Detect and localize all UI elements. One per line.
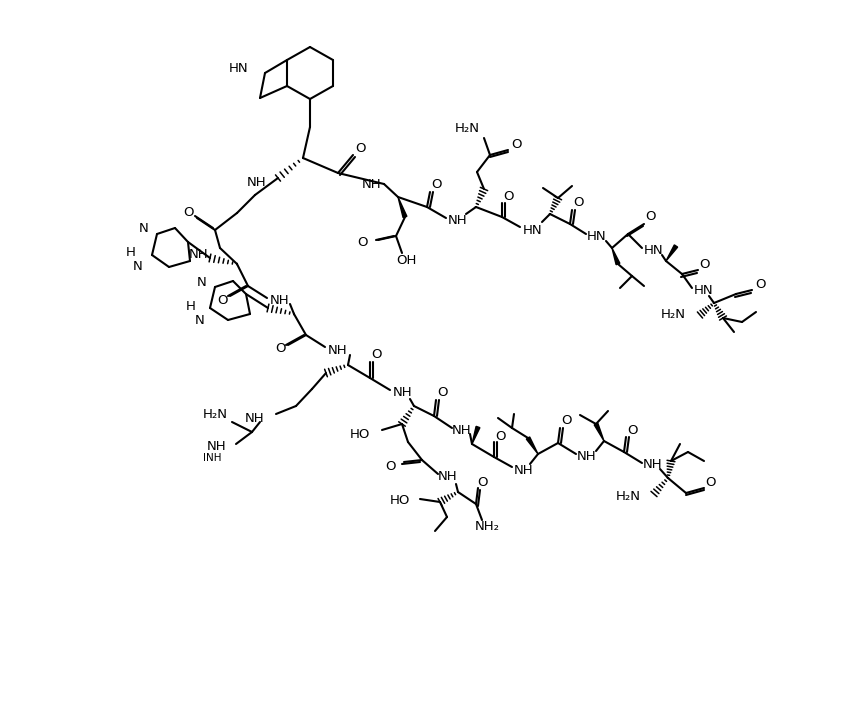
- Text: O: O: [705, 475, 715, 488]
- Text: O: O: [371, 349, 381, 362]
- Text: NH: NH: [438, 470, 458, 483]
- Polygon shape: [526, 437, 538, 454]
- Text: NH: NH: [643, 459, 663, 472]
- Text: O: O: [511, 138, 521, 151]
- Text: O: O: [436, 387, 448, 400]
- Text: NH: NH: [393, 387, 413, 400]
- Text: N: N: [194, 314, 204, 326]
- Text: INH: INH: [204, 453, 222, 463]
- Text: NH: NH: [245, 411, 264, 424]
- Text: HN: HN: [694, 285, 714, 298]
- Text: HO: HO: [350, 427, 370, 440]
- Polygon shape: [666, 245, 677, 261]
- Polygon shape: [612, 248, 619, 265]
- Text: H: H: [186, 299, 196, 312]
- Text: O: O: [184, 205, 194, 218]
- Text: NH: NH: [448, 213, 467, 226]
- Text: O: O: [356, 141, 366, 154]
- Text: O: O: [495, 430, 505, 443]
- Text: H₂N: H₂N: [203, 408, 228, 421]
- Text: HN: HN: [645, 245, 664, 258]
- Text: O: O: [573, 197, 583, 210]
- Text: N: N: [138, 221, 148, 234]
- Text: H₂N: H₂N: [616, 489, 641, 502]
- Text: NH: NH: [362, 178, 382, 191]
- Text: N: N: [132, 259, 142, 272]
- Text: O: O: [561, 414, 571, 427]
- Text: O: O: [503, 189, 513, 202]
- Text: NH₂: NH₂: [474, 521, 499, 534]
- Text: H₂N: H₂N: [661, 309, 686, 322]
- Text: O: O: [385, 459, 396, 472]
- Text: HO: HO: [390, 494, 410, 507]
- Text: HN: HN: [524, 223, 543, 237]
- Polygon shape: [398, 197, 407, 218]
- Text: O: O: [217, 293, 227, 306]
- Text: OH: OH: [396, 255, 416, 267]
- Polygon shape: [594, 423, 604, 441]
- Polygon shape: [472, 427, 480, 444]
- Text: O: O: [358, 235, 368, 248]
- Text: O: O: [626, 424, 638, 437]
- Text: O: O: [431, 178, 442, 191]
- Text: O: O: [477, 475, 487, 488]
- Text: H₂N: H₂N: [455, 122, 480, 135]
- Text: NH: NH: [270, 295, 289, 307]
- Text: NH: NH: [188, 248, 208, 261]
- Text: NH: NH: [328, 344, 348, 357]
- Text: O: O: [645, 210, 655, 223]
- Text: NH: NH: [452, 424, 472, 438]
- Text: NH: NH: [206, 440, 226, 453]
- Text: NH: NH: [514, 464, 534, 477]
- Text: O: O: [755, 277, 766, 290]
- Text: HN: HN: [228, 61, 248, 74]
- Text: NH: NH: [246, 176, 266, 189]
- Text: NH: NH: [577, 449, 597, 462]
- Text: HN: HN: [588, 231, 607, 243]
- Text: O: O: [275, 342, 285, 355]
- Text: O: O: [700, 258, 710, 271]
- Text: N: N: [196, 275, 206, 288]
- Text: H: H: [126, 245, 136, 258]
